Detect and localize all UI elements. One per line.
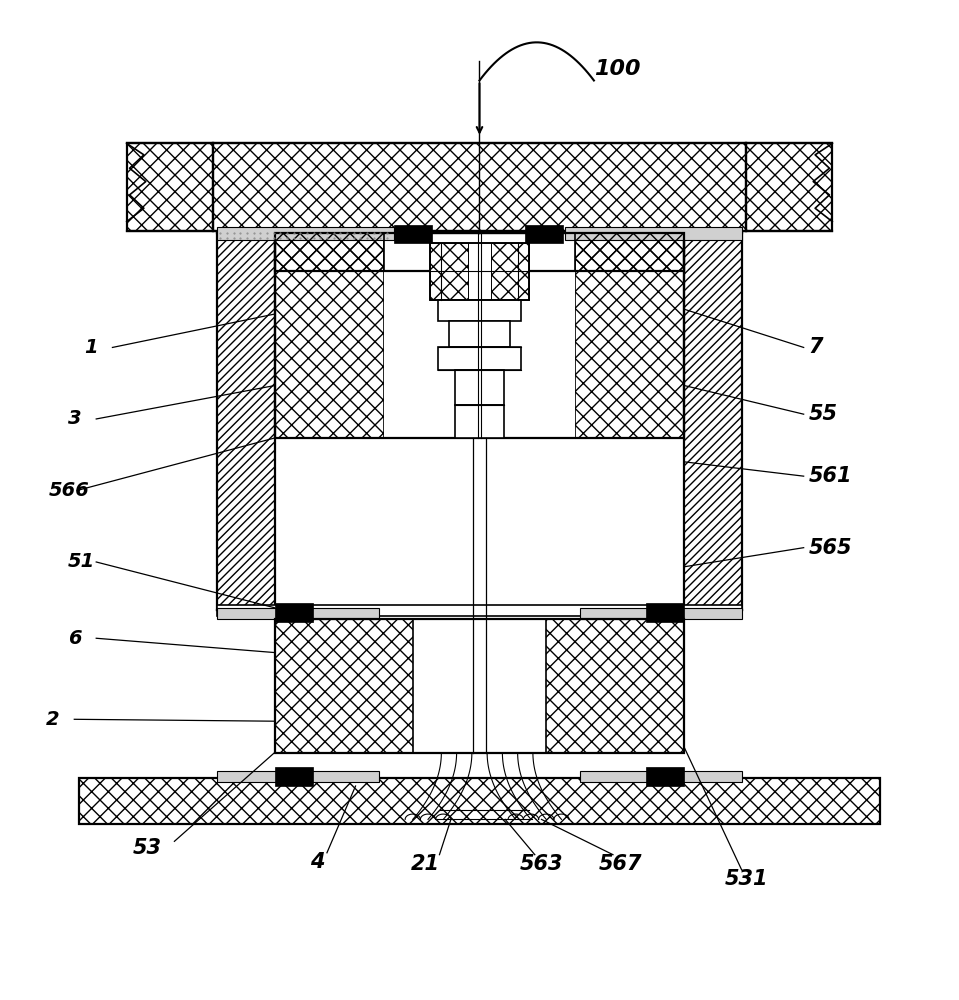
Bar [574,233,685,271]
Bar [579,771,741,782]
Bar [430,243,529,300]
Text: 21: 21 [410,854,439,874]
Bar [274,233,385,438]
Bar [437,347,522,370]
Bar [685,233,741,610]
Bar [574,233,685,438]
Bar [455,370,504,405]
Bar [579,608,741,619]
Bar [274,233,385,271]
Text: 3: 3 [68,409,82,428]
Bar [274,233,685,438]
Bar [218,233,274,610]
Bar [394,225,432,243]
Text: 53: 53 [133,838,162,858]
Bar [437,300,522,321]
Bar [430,243,468,300]
Bar [218,227,394,240]
Bar [274,619,412,753]
Bar [385,233,574,438]
Bar [274,619,685,753]
Bar [274,233,685,271]
Text: 531: 531 [725,869,768,889]
Text: 55: 55 [808,404,837,424]
Bar [213,143,746,231]
Text: 100: 100 [594,59,641,79]
Bar [491,243,529,300]
Bar [79,778,880,824]
Bar [218,605,741,616]
Bar [547,619,685,753]
Bar [218,608,380,619]
Bar [526,225,563,243]
Bar [455,405,504,438]
Bar [646,603,685,622]
Text: 563: 563 [520,854,563,874]
Bar [565,227,741,240]
Text: 4: 4 [310,852,325,872]
Bar [430,243,529,300]
Text: 566: 566 [49,481,89,500]
Text: 6: 6 [68,629,82,648]
Text: 1: 1 [83,338,98,357]
Bar [274,603,313,622]
Text: 2: 2 [46,710,59,729]
Text: 567: 567 [598,854,643,874]
Text: 561: 561 [808,466,852,486]
Text: 51: 51 [68,552,95,571]
Bar [646,767,685,786]
Bar [449,321,510,347]
Bar [746,143,832,231]
Bar [274,767,313,786]
Text: 7: 7 [808,337,823,357]
Bar [127,143,213,231]
Bar [218,771,380,782]
Text: 565: 565 [808,538,852,558]
